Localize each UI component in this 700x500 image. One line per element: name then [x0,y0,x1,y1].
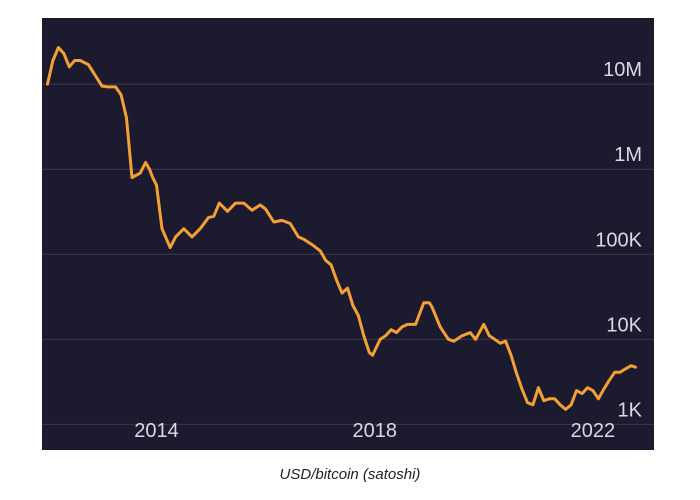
series-layer [46,46,637,411]
chart-caption: USD/bitcoin (satoshi) [279,466,421,483]
grid-lines [42,83,654,425]
price-chart: 1K 10K 100K 1M 10M 2014 2018 2022 [42,18,654,450]
x-tick-label: 2022 [571,420,616,442]
x-tick-label: 2018 [352,420,397,442]
series-line-0 [46,46,637,411]
chart-background [42,18,654,450]
y-tick-label: 100K [595,229,642,251]
y-tick-label: 10K [606,314,642,336]
chart-panel: 1K 10K 100K 1M 10M 2014 2018 2022 [42,18,654,450]
y-tick-label: 1K [618,399,643,421]
y-tick-labels: 1K 10K 100K 1M 10M [595,59,642,421]
x-tick-labels: 2014 2018 2022 [134,420,615,442]
x-tick-label: 2014 [134,420,179,442]
y-tick-label: 1M [614,144,642,166]
y-tick-label: 10M [603,59,642,81]
